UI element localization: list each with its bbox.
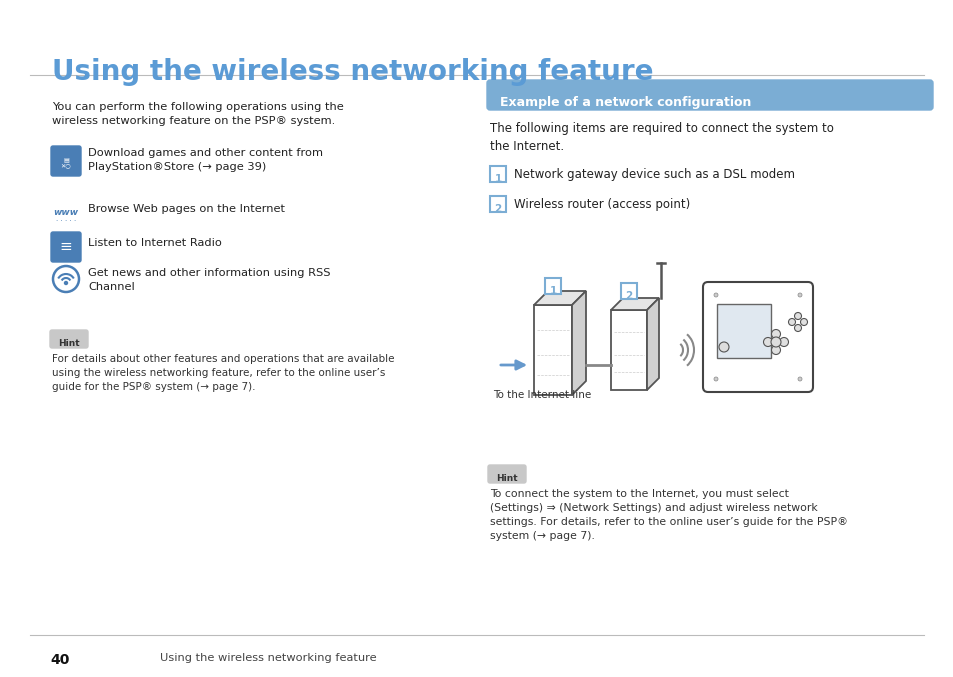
Circle shape — [794, 313, 801, 320]
Circle shape — [794, 324, 801, 332]
Polygon shape — [534, 305, 572, 395]
Circle shape — [771, 330, 780, 338]
FancyBboxPatch shape — [490, 166, 505, 182]
Text: Get news and other information using RSS
Channel: Get news and other information using RSS… — [88, 268, 330, 292]
FancyBboxPatch shape — [51, 146, 81, 176]
Text: Using the wireless networking feature: Using the wireless networking feature — [52, 58, 653, 86]
Polygon shape — [572, 291, 585, 395]
Circle shape — [800, 318, 806, 326]
Text: Hint: Hint — [58, 339, 80, 348]
Text: Wireless router (access point): Wireless router (access point) — [514, 198, 690, 211]
Circle shape — [719, 342, 728, 352]
Text: Using the wireless networking feature: Using the wireless networking feature — [160, 653, 376, 663]
Text: 2: 2 — [494, 204, 501, 214]
FancyBboxPatch shape — [544, 278, 560, 294]
FancyBboxPatch shape — [50, 330, 88, 348]
Text: To connect the system to the Internet, you must select
(Settings) ⇒ (Network Set: To connect the system to the Internet, y… — [490, 489, 847, 541]
Circle shape — [770, 337, 781, 347]
Polygon shape — [610, 310, 646, 390]
FancyBboxPatch shape — [702, 282, 812, 392]
Text: The following items are required to connect the system to
the Internet.: The following items are required to conn… — [490, 122, 833, 154]
Text: ≡: ≡ — [59, 240, 72, 255]
Text: www: www — [53, 208, 78, 217]
Text: Download games and other content from
PlayStation®Store (→ page 39): Download games and other content from Pl… — [88, 148, 323, 173]
Text: 1: 1 — [494, 174, 501, 184]
Text: Hint: Hint — [496, 474, 517, 483]
FancyBboxPatch shape — [717, 304, 770, 358]
Text: 1: 1 — [549, 286, 556, 296]
Circle shape — [797, 293, 801, 297]
FancyBboxPatch shape — [486, 80, 932, 110]
Text: Example of a network configuration: Example of a network configuration — [499, 96, 751, 109]
Polygon shape — [610, 298, 659, 310]
Text: . . . . .: . . . . . — [56, 216, 76, 222]
Text: For details about other features and operations that are available
using the wir: For details about other features and ope… — [52, 354, 395, 392]
Text: Listen to Internet Radio: Listen to Internet Radio — [88, 238, 222, 248]
FancyBboxPatch shape — [51, 232, 81, 262]
Circle shape — [762, 338, 772, 347]
Circle shape — [713, 293, 718, 297]
Text: To the Internet line: To the Internet line — [493, 390, 591, 400]
Circle shape — [65, 282, 68, 284]
Circle shape — [779, 338, 788, 347]
Polygon shape — [646, 298, 659, 390]
Circle shape — [797, 377, 801, 381]
FancyBboxPatch shape — [620, 283, 637, 299]
Circle shape — [713, 377, 718, 381]
Circle shape — [771, 345, 780, 355]
FancyBboxPatch shape — [488, 465, 525, 483]
Text: Browse Web pages on the Internet: Browse Web pages on the Internet — [88, 204, 285, 214]
Text: Network gateway device such as a DSL modem: Network gateway device such as a DSL mod… — [514, 168, 794, 181]
Text: 40: 40 — [50, 653, 70, 667]
Polygon shape — [534, 291, 585, 305]
FancyBboxPatch shape — [490, 196, 505, 212]
Circle shape — [788, 318, 795, 326]
Text: 2: 2 — [625, 291, 632, 301]
Text: ▤
✕○: ▤ ✕○ — [61, 158, 71, 168]
Text: You can perform the following operations using the
wireless networking feature o: You can perform the following operations… — [52, 102, 343, 127]
